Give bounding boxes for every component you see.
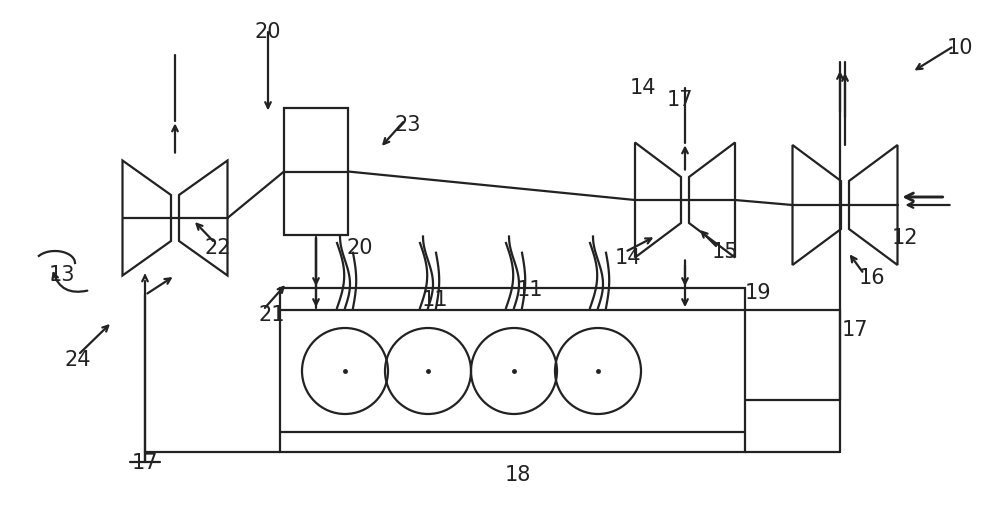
Text: 12: 12 — [892, 228, 918, 248]
Text: 20: 20 — [255, 22, 281, 42]
Text: 11: 11 — [422, 290, 448, 310]
Bar — [284, 108, 348, 235]
Text: 17: 17 — [132, 453, 158, 473]
Text: 14: 14 — [630, 78, 656, 98]
Text: 24: 24 — [65, 350, 91, 370]
Text: 16: 16 — [859, 268, 885, 288]
Bar — [280, 288, 745, 452]
Text: 22: 22 — [205, 238, 231, 258]
Text: 18: 18 — [505, 465, 531, 485]
Text: 11: 11 — [517, 280, 543, 300]
Text: 23: 23 — [395, 115, 421, 135]
Text: 21: 21 — [259, 305, 285, 325]
Text: 20: 20 — [347, 238, 373, 258]
Text: 17: 17 — [842, 320, 868, 340]
Text: 19: 19 — [745, 283, 771, 303]
Text: 10: 10 — [947, 38, 973, 58]
Text: 13: 13 — [49, 265, 75, 285]
Text: 17: 17 — [667, 90, 693, 110]
Text: 14: 14 — [615, 248, 641, 268]
Text: 15: 15 — [712, 242, 738, 262]
